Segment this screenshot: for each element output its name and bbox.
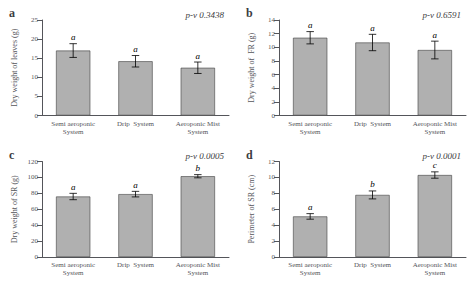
svg-text:12: 12 (268, 158, 276, 166)
svg-text:Drip System: Drip System (354, 261, 392, 269)
svg-text:p-v 0.3438: p-v 0.3438 (185, 10, 225, 20)
svg-text:15: 15 (31, 54, 39, 62)
svg-text:8: 8 (272, 189, 276, 197)
svg-text:a: a (9, 6, 15, 20)
svg-text:25: 25 (31, 16, 39, 24)
svg-text:Dry weight of SR (g): Dry weight of SR (g) (10, 175, 19, 243)
svg-text:10: 10 (268, 173, 276, 181)
svg-text:10: 10 (31, 73, 39, 81)
svg-text:40: 40 (31, 221, 39, 229)
svg-text:4: 4 (272, 84, 276, 92)
svg-text:b: b (246, 6, 253, 20)
svg-text:6: 6 (272, 71, 276, 79)
svg-text:12: 12 (268, 30, 276, 38)
svg-text:100: 100 (28, 173, 39, 181)
svg-text:p-v 0.0005: p-v 0.0005 (185, 151, 225, 161)
svg-text:6: 6 (272, 205, 276, 213)
svg-text:c: c (9, 148, 15, 162)
svg-text:20: 20 (31, 237, 39, 245)
svg-text:0: 0 (35, 112, 39, 120)
svg-text:0: 0 (35, 253, 39, 261)
svg-text:Aeroponic Mist: Aeroponic Mist (176, 120, 220, 128)
svg-text:5: 5 (35, 92, 39, 100)
svg-text:System: System (63, 128, 84, 136)
svg-text:System: System (425, 128, 446, 136)
svg-text:Drip System: Drip System (117, 261, 155, 269)
svg-text:b: b (370, 179, 375, 189)
svg-text:a: a (71, 182, 76, 192)
svg-text:2: 2 (272, 98, 276, 106)
svg-text:c: c (433, 160, 437, 170)
svg-text:Aeroponic Mist: Aeroponic Mist (413, 120, 457, 128)
svg-text:0: 0 (272, 253, 276, 261)
svg-text:Dry weight of FR (g): Dry weight of FR (g) (247, 32, 256, 102)
svg-text:a: a (196, 51, 201, 61)
svg-text:p-v 0.6591: p-v 0.6591 (422, 10, 462, 20)
svg-text:a: a (71, 32, 76, 42)
svg-text:Aeroponic Mist: Aeroponic Mist (413, 261, 457, 269)
svg-text:0: 0 (272, 112, 276, 120)
svg-text:a: a (308, 20, 313, 30)
svg-text:Semi aeroponic: Semi aeroponic (51, 261, 95, 269)
svg-text:8: 8 (272, 57, 276, 65)
svg-text:Semi aeroponic: Semi aeroponic (51, 120, 95, 128)
svg-text:b: b (196, 163, 201, 173)
svg-text:10: 10 (268, 43, 276, 51)
svg-text:2: 2 (272, 237, 276, 245)
svg-text:Drip System: Drip System (117, 120, 155, 128)
svg-text:System: System (300, 128, 321, 136)
svg-text:20: 20 (31, 35, 39, 43)
svg-text:120: 120 (28, 158, 39, 166)
svg-text:4: 4 (272, 221, 276, 229)
svg-text:System: System (425, 269, 446, 277)
svg-text:14: 14 (268, 16, 276, 24)
svg-text:a: a (308, 202, 313, 212)
svg-text:a: a (433, 30, 438, 40)
svg-text:System: System (63, 269, 84, 277)
svg-text:a: a (133, 44, 138, 54)
svg-text:p-v 0.0001: p-v 0.0001 (422, 151, 462, 161)
svg-text:80: 80 (31, 189, 39, 197)
svg-text:Semi aeroponic: Semi aeroponic (288, 261, 332, 269)
svg-text:Semi aeroponic: Semi aeroponic (288, 120, 332, 128)
svg-text:Perimeter of SR (cm): Perimeter of SR (cm) (247, 175, 256, 244)
svg-text:Drip System: Drip System (354, 120, 392, 128)
svg-text:Dry weight of leaves (g): Dry weight of leaves (g) (10, 28, 19, 107)
svg-text:Aeroponic Mist: Aeroponic Mist (176, 261, 220, 269)
svg-text:d: d (246, 148, 253, 162)
svg-text:System: System (188, 269, 209, 277)
svg-text:System: System (300, 269, 321, 277)
svg-text:a: a (133, 180, 138, 190)
svg-text:a: a (370, 23, 375, 33)
svg-text:60: 60 (31, 205, 39, 213)
svg-text:System: System (188, 128, 209, 136)
